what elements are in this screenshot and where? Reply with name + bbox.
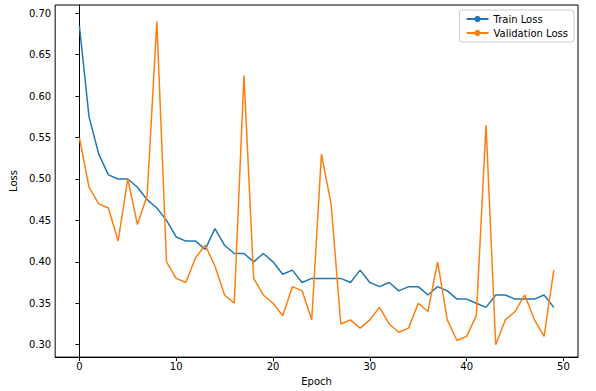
svg-text:50: 50: [557, 361, 570, 372]
svg-text:40: 40: [460, 361, 473, 372]
svg-text:Validation Loss: Validation Loss: [494, 28, 569, 39]
svg-text:0.60: 0.60: [29, 91, 51, 102]
svg-text:0.45: 0.45: [29, 215, 51, 226]
svg-text:0.65: 0.65: [29, 49, 51, 60]
svg-text:20: 20: [267, 361, 280, 372]
svg-text:0: 0: [76, 361, 82, 372]
svg-text:0.55: 0.55: [29, 132, 51, 143]
svg-text:0.30: 0.30: [29, 339, 51, 350]
svg-text:0.40: 0.40: [29, 256, 51, 267]
svg-text:0.35: 0.35: [29, 298, 51, 309]
svg-text:Train Loss: Train Loss: [493, 14, 543, 25]
svg-text:30: 30: [363, 361, 376, 372]
svg-text:0.70: 0.70: [29, 8, 51, 19]
svg-text:Epoch: Epoch: [301, 376, 332, 387]
svg-text:10: 10: [170, 361, 183, 372]
svg-text:0.50: 0.50: [29, 173, 51, 184]
svg-text:Loss: Loss: [8, 170, 19, 192]
